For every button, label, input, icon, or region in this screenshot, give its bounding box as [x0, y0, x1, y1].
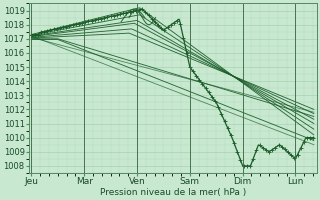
- X-axis label: Pression niveau de la mer( hPa ): Pression niveau de la mer( hPa ): [100, 188, 246, 197]
